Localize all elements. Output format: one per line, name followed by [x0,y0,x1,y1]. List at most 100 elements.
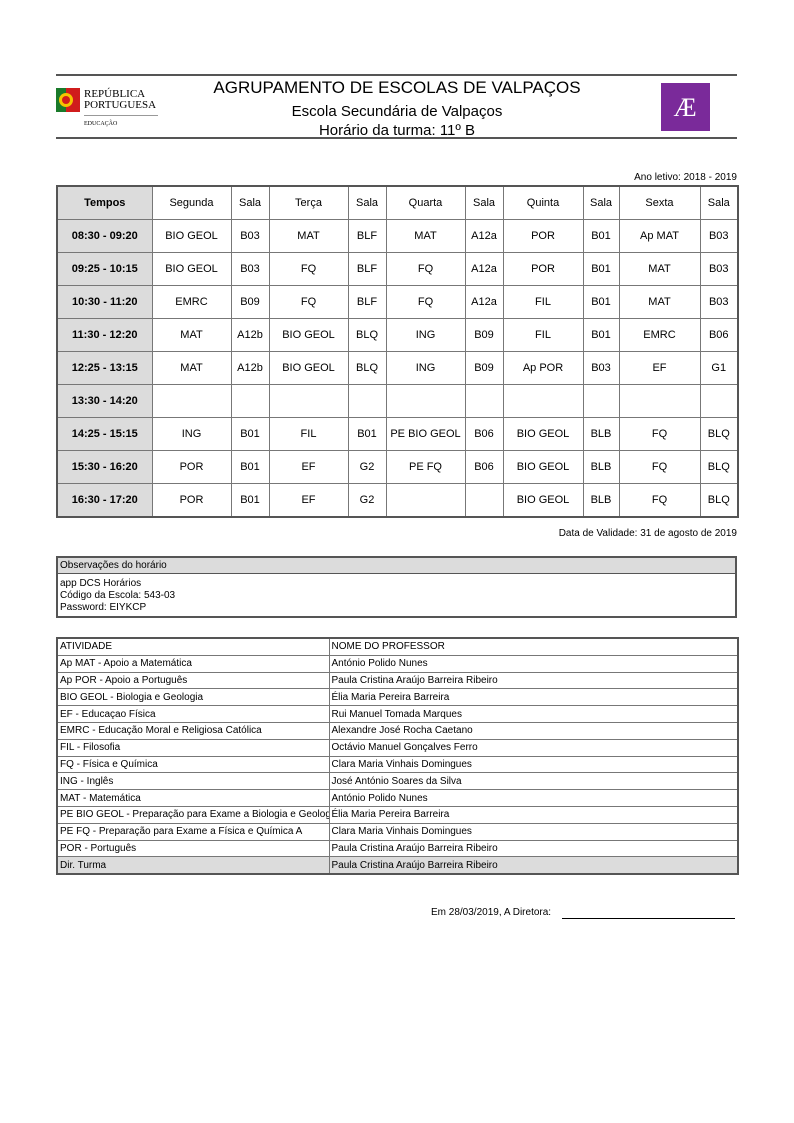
cell: Sala [699,185,739,220]
row: PE FQ - Preparação para Exame a Física e… [56,822,739,841]
cell: FQ [618,450,701,484]
cell: BLQ [347,351,387,385]
cell [151,384,232,418]
logo-line: PORTUGUESA [84,99,157,111]
cell [464,483,504,518]
cell: A12a [464,219,504,253]
cell: B01 [582,252,620,286]
cell: B01 [230,483,270,518]
cell: BIO GEOL [502,483,584,518]
cell: 08:30 - 09:20 [56,219,153,253]
cell: POR [502,219,584,253]
cell: BLQ [699,483,739,518]
cell: B09 [464,318,504,352]
cell: B09 [464,351,504,385]
cell: ATIVIDADE [56,637,330,656]
cell: ING [385,351,466,385]
row: Ap POR - Apoio a Português Paula Cristina… [56,671,739,690]
cell: PE BIO GEOL - Preparação para Exame a Bi… [56,805,330,824]
row: Ap MAT - Apoio a Matemática António Polid… [56,654,739,673]
cell: G2 [347,450,387,484]
cell: MAT [385,219,466,253]
cell: B06 [464,450,504,484]
cell: ING - Inglês [56,772,330,791]
cell: EF [268,450,349,484]
logo-line: EDUCAÇÃO [84,115,158,130]
cell: B01 [582,318,620,352]
cell: 15:30 - 16:20 [56,450,153,484]
subtitle: Escola Secundária de Valpaços [291,103,503,120]
row: 13:30 - 14:20 [56,384,739,418]
cell: Élia Maria Pereira Barreira [328,688,739,707]
cell [268,384,349,418]
row: 10:30 - 11:20 EMRC B09 FQ BLF FQ A12a FIL B01 MAT… [56,285,739,319]
cell [385,483,466,518]
cell [502,384,584,418]
cell: 10:30 - 11:20 [56,285,153,319]
cell: FQ [385,285,466,319]
header-row: ATIVIDADE NOME DO PROFESSOR [56,637,739,656]
cell: NOME DO PROFESSOR [328,637,739,656]
row: PE BIO GEOL - Preparação para Exame a Bi… [56,805,739,824]
cell: António Polido Nunes [328,789,739,807]
cell: Paula Cristina Araújo Barreira Ribeiro [328,671,739,690]
cell: POR [502,252,584,286]
cell: BIO GEOL - Biologia e Geologia [56,688,330,707]
svg-text:Æ: Æ [673,93,696,122]
cell: MAT [268,219,349,253]
cell: Segunda [151,185,232,220]
cell: FQ [268,285,349,319]
cell: MAT [618,252,701,286]
cell: Quarta [385,185,466,220]
cell: BLB [582,450,620,484]
cell: Dir. Turma [56,856,330,875]
cell: Terça [268,185,349,220]
cell: Sexta [618,185,701,220]
cell: Clara Maria Vinhais Domingues [328,755,739,774]
cell: MAT [151,318,232,352]
cell: B03 [582,351,620,385]
title: AGRUPAMENTO DE ESCOLAS DE VALPAÇOS [213,78,581,97]
cell: FQ [385,252,466,286]
cell: A12a [464,285,504,319]
header-row: Tempos Segunda Sala Terça Sala Quarta Sala Quin… [56,185,739,220]
cell: EF - Educaçao Física [56,705,330,723]
row: EMRC - Educação Moral e Religiosa Católi… [56,721,739,740]
cell: B03 [699,252,739,286]
cell: MAT [618,285,701,319]
row: BIO GEOL - Biologia e Geologia Élia Maria… [56,688,739,707]
cell: Paula Cristina Araújo Barreira Ribeiro [328,839,739,858]
row: MAT - Matemática António Polido Nunes [56,789,739,807]
cell: FQ [618,483,701,518]
activities-table: ATIVIDADE NOME DO PROFESSOR Ap MAT - Apoio… [56,637,739,876]
cell: Sala [347,185,387,220]
cell: B01 [230,450,270,484]
cell [699,384,739,418]
cell [347,384,387,418]
cell: 16:30 - 17:20 [56,483,153,518]
cell: Octávio Manuel Gonçalves Ferro [328,738,739,757]
cell: Sala [230,185,270,220]
cell: BLB [582,417,620,451]
cell: EMRC - Educação Moral e Religiosa Católi… [56,721,330,740]
school-year: Ano letivo: 2018 - 2019 [634,172,737,183]
cell: Alexandre José Rocha Caetano [328,721,739,740]
cell: Tempos [56,185,153,220]
cell: BIO GEOL [151,252,232,286]
cell: 14:25 - 15:15 [56,417,153,451]
cell: B03 [699,285,739,319]
cell: A12a [464,252,504,286]
cell: B03 [230,219,270,253]
cell [385,384,466,418]
emblem [56,88,80,112]
signature: Em 28/03/2019, A Diretora: [431,907,552,918]
cell: BIO GEOL [268,351,349,385]
row: POR - Português Paula Cristina Araújo Bar… [56,839,739,858]
cell: BLF [347,219,387,253]
row: FQ - Física e Química Clara Maria Vinhais… [56,755,739,774]
row: EF - Educaçao Física Rui Manuel Tomada Ma… [56,705,739,723]
cell: A12b [230,318,270,352]
cell: MAT - Matemática [56,789,330,807]
observation-line: Código da Escola: 543-03 [60,590,176,601]
